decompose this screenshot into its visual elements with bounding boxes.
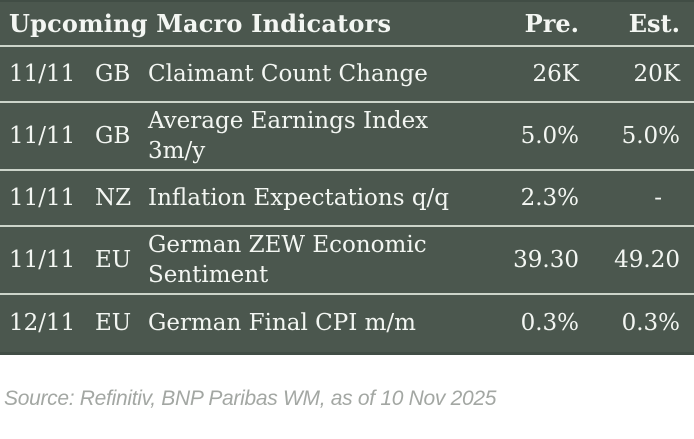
row-indicator: German ZEW Economic Sentiment (148, 232, 427, 288)
row-indicator: Claimant Count Change (148, 61, 428, 87)
table-body: 11/11 GB Claimant Count Change 26K 20K 11/11 G… (0, 46, 694, 353)
row-est-value: - (654, 185, 662, 211)
row-country: EU (95, 247, 132, 273)
table-row: 11/11 GB Claimant Count Change 26K 20K (0, 46, 694, 102)
column-header-pre: Pre. (524, 9, 579, 38)
row-country: GB (95, 61, 131, 87)
table-row: 12/11 EU German Final CPI m/m 0.3% 0.3% (0, 294, 694, 353)
macro-indicators-panel: Upcoming Macro Indicators Pre. Est. 11/1… (0, 0, 694, 355)
table-row: 11/11 GB Average Earnings Index 3m/y 5.0% 5.… (0, 102, 694, 170)
row-pre-value: 39.30 (513, 247, 579, 273)
row-est-value: 5.0% (621, 123, 680, 149)
table-row: 11/11 NZ Inflation Expectations q/q 2.3% - (0, 170, 694, 226)
row-country: EU (95, 310, 132, 337)
table-header-row: Upcoming Macro Indicators Pre. Est. (0, 1, 694, 46)
row-pre-value: 2.3% (520, 185, 579, 211)
row-date: 11/11 (9, 123, 76, 149)
row-country: NZ (95, 185, 132, 211)
row-est-value: 49.20 (614, 247, 680, 273)
row-date: 11/11 (9, 185, 76, 211)
table-title: Upcoming Macro Indicators (9, 9, 392, 38)
row-est-value: 20K (633, 61, 680, 87)
source-note: Source: Refinitiv, BNP Paribas WM, as of… (0, 354, 694, 427)
table-row: 11/11 EU German ZEW Economic Sentiment 39.3… (0, 226, 694, 294)
row-indicator: Average Earnings Index 3m/y (148, 108, 429, 164)
row-date: 11/11 (9, 61, 76, 87)
row-date: 11/11 (9, 247, 76, 273)
row-indicator: Inflation Expectations q/q (148, 185, 450, 211)
row-pre-value: 5.0% (520, 123, 579, 149)
row-pre-value: 0.3% (520, 310, 579, 337)
row-est-value: 0.3% (621, 310, 680, 337)
row-date: 12/11 (9, 310, 76, 337)
macro-indicators-table: Upcoming Macro Indicators Pre. Est. 11/1… (0, 0, 694, 355)
row-indicator: German Final CPI m/m (148, 310, 416, 337)
row-pre-value: 26K (532, 61, 579, 87)
row-country: GB (95, 123, 131, 149)
column-header-est: Est. (628, 9, 680, 38)
